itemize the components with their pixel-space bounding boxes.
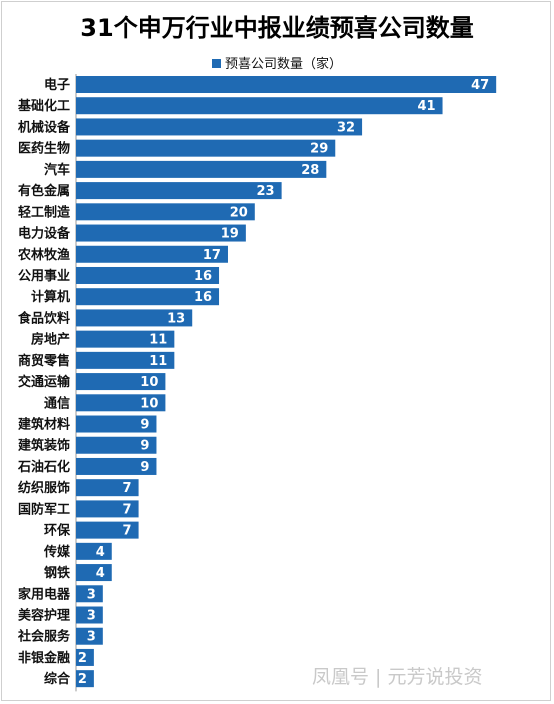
data-label: 2 xyxy=(78,672,87,687)
bar xyxy=(76,627,103,645)
bar xyxy=(76,118,363,136)
category-label: 通信 xyxy=(44,395,70,411)
bar xyxy=(76,521,139,539)
bar xyxy=(76,436,157,454)
category-label: 美容护理 xyxy=(18,608,70,624)
category-label: 传媒 xyxy=(43,544,71,560)
data-label: 16 xyxy=(194,269,212,284)
bar xyxy=(76,160,327,178)
bar xyxy=(76,245,228,263)
category-label: 轻工制造 xyxy=(18,204,71,220)
bar xyxy=(76,330,175,348)
bar xyxy=(76,97,443,115)
data-label: 9 xyxy=(140,439,149,454)
category-label: 公用事业 xyxy=(18,268,70,284)
bar xyxy=(76,351,175,369)
bar xyxy=(76,585,103,603)
data-label: 7 xyxy=(123,524,132,539)
category-label: 基础化工 xyxy=(17,98,70,114)
data-label: 17 xyxy=(203,248,221,263)
bar xyxy=(76,415,157,433)
bar xyxy=(76,224,246,242)
data-label: 7 xyxy=(123,502,132,517)
category-label: 综合 xyxy=(44,671,71,687)
bar xyxy=(76,648,94,666)
data-label: 32 xyxy=(337,120,355,135)
bar xyxy=(76,203,255,221)
bar xyxy=(76,266,220,284)
data-label: 10 xyxy=(140,375,158,390)
data-label: 28 xyxy=(301,163,319,178)
chart-legend: 预喜公司数量（家） xyxy=(0,53,554,72)
category-label: 建筑装饰 xyxy=(18,438,70,454)
data-label: 4 xyxy=(96,545,105,560)
data-label: 11 xyxy=(149,354,167,369)
bar xyxy=(76,182,282,200)
data-label: 13 xyxy=(167,311,185,326)
category-label: 环保 xyxy=(44,523,71,539)
data-label: 20 xyxy=(230,205,248,220)
data-label: 9 xyxy=(140,460,149,475)
category-label: 食品饮料 xyxy=(18,310,70,326)
category-label: 商贸零售 xyxy=(18,353,70,369)
bar xyxy=(76,76,497,93)
data-label: 19 xyxy=(221,227,239,242)
bar xyxy=(76,500,139,518)
bar xyxy=(76,564,112,582)
legend-label: 预喜公司数量（家） xyxy=(224,57,342,72)
chart-title: 31个申万行业中报业绩预喜公司数量 xyxy=(80,14,474,42)
category-label: 电子 xyxy=(44,77,70,93)
bar xyxy=(76,309,193,327)
data-label: 23 xyxy=(257,184,275,199)
data-label: 7 xyxy=(123,481,132,496)
category-label: 医药生物 xyxy=(18,141,70,157)
data-label: 47 xyxy=(471,78,489,93)
bar xyxy=(76,542,112,560)
data-label: 29 xyxy=(310,142,328,157)
data-label: 11 xyxy=(149,333,167,348)
data-label: 4 xyxy=(96,566,105,581)
bar xyxy=(76,373,166,391)
category-label: 国防军工 xyxy=(18,501,70,517)
bar xyxy=(76,394,166,412)
bar xyxy=(76,139,336,157)
category-label: 电力设备 xyxy=(18,226,71,242)
bar xyxy=(76,479,139,497)
category-label: 计算机 xyxy=(31,289,70,305)
bar xyxy=(76,670,94,688)
legend-swatch xyxy=(211,59,221,68)
data-label: 16 xyxy=(194,290,212,305)
data-label: 3 xyxy=(87,630,96,645)
category-label: 机械设备 xyxy=(18,119,71,135)
watermark: 凤凰号 | 元芳说投资 xyxy=(312,666,483,688)
category-label: 钢铁 xyxy=(44,565,70,581)
category-label: 石油石化 xyxy=(17,459,70,475)
data-label: 10 xyxy=(140,396,158,411)
data-label: 2 xyxy=(78,651,87,666)
category-label: 有色金属 xyxy=(18,183,70,199)
data-label: 9 xyxy=(140,418,149,433)
data-label: 3 xyxy=(87,587,96,602)
data-label: 3 xyxy=(87,609,96,624)
data-label: 41 xyxy=(417,99,435,114)
category-label: 家用电器 xyxy=(18,586,71,602)
bar xyxy=(76,288,220,306)
category-label: 房地产 xyxy=(31,332,70,348)
bar xyxy=(76,606,103,624)
category-label: 交通运输 xyxy=(18,374,71,390)
category-label: 汽车 xyxy=(44,162,70,178)
bar xyxy=(76,457,157,475)
category-label: 建筑材料 xyxy=(18,417,70,433)
category-label: 农林牧渔 xyxy=(17,247,70,263)
category-label: 社会服务 xyxy=(17,629,71,645)
category-label: 非银金融 xyxy=(18,650,70,666)
category-label: 纺织服饰 xyxy=(18,480,70,496)
